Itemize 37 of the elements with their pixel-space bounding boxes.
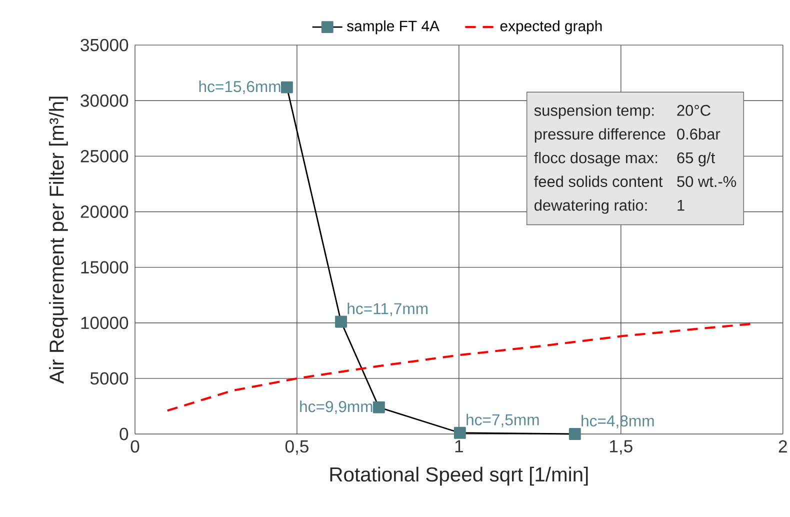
annotation: 20°C	[677, 104, 710, 116]
y-tick-label: 30000	[80, 94, 128, 107]
annotation: hc=15,6mm	[199, 80, 280, 94]
x-tick-label: 0,5	[285, 440, 308, 455]
y-tick-label: 10000	[81, 316, 128, 330]
annotation: 65 g/t	[677, 152, 716, 166]
legend-label: expected graph	[500, 20, 602, 34]
annotation: dewatering ratio:	[534, 199, 647, 214]
annotation: feed solids content	[534, 176, 663, 188]
annotation: flocc dosage max:	[534, 152, 658, 166]
y-tick-label: 5000	[90, 372, 128, 385]
annotation: hc=11,7mm	[348, 302, 428, 316]
point	[568, 428, 581, 440]
x-axis-title: Rotational Speed sqrt [1/min]	[330, 466, 588, 486]
annotation: hc=7,5mm	[466, 414, 539, 428]
annotation: 1	[678, 200, 684, 211]
y-tick-label: 25000	[80, 150, 128, 162]
x-tick-label: 2	[778, 440, 787, 452]
x-tick-label: 0	[130, 440, 140, 453]
x-tick-label: 1,5	[610, 440, 632, 455]
annotation: 0.6bar	[677, 128, 720, 140]
point	[372, 401, 385, 414]
point	[454, 426, 466, 439]
y-tick-label: 20000	[80, 206, 128, 218]
annotation: 50 wt.-%	[677, 176, 736, 188]
line-series	[166, 322, 752, 412]
annotation: pressure difference	[534, 128, 666, 143]
y-tick-label: 35000	[80, 38, 128, 52]
point	[280, 81, 293, 94]
point	[335, 316, 347, 328]
y-tick-label: 15000	[81, 261, 128, 274]
annotation: suspension temp:	[534, 104, 654, 119]
x-tick-label: 1	[455, 440, 463, 452]
y-axis-title: Air Requirement per Filter [m³/h]	[49, 96, 68, 384]
annotation: hc=9,9mm	[300, 400, 372, 414]
legend-label: sample FT 4A	[346, 20, 440, 34]
y-tick-label: 0	[120, 428, 128, 440]
